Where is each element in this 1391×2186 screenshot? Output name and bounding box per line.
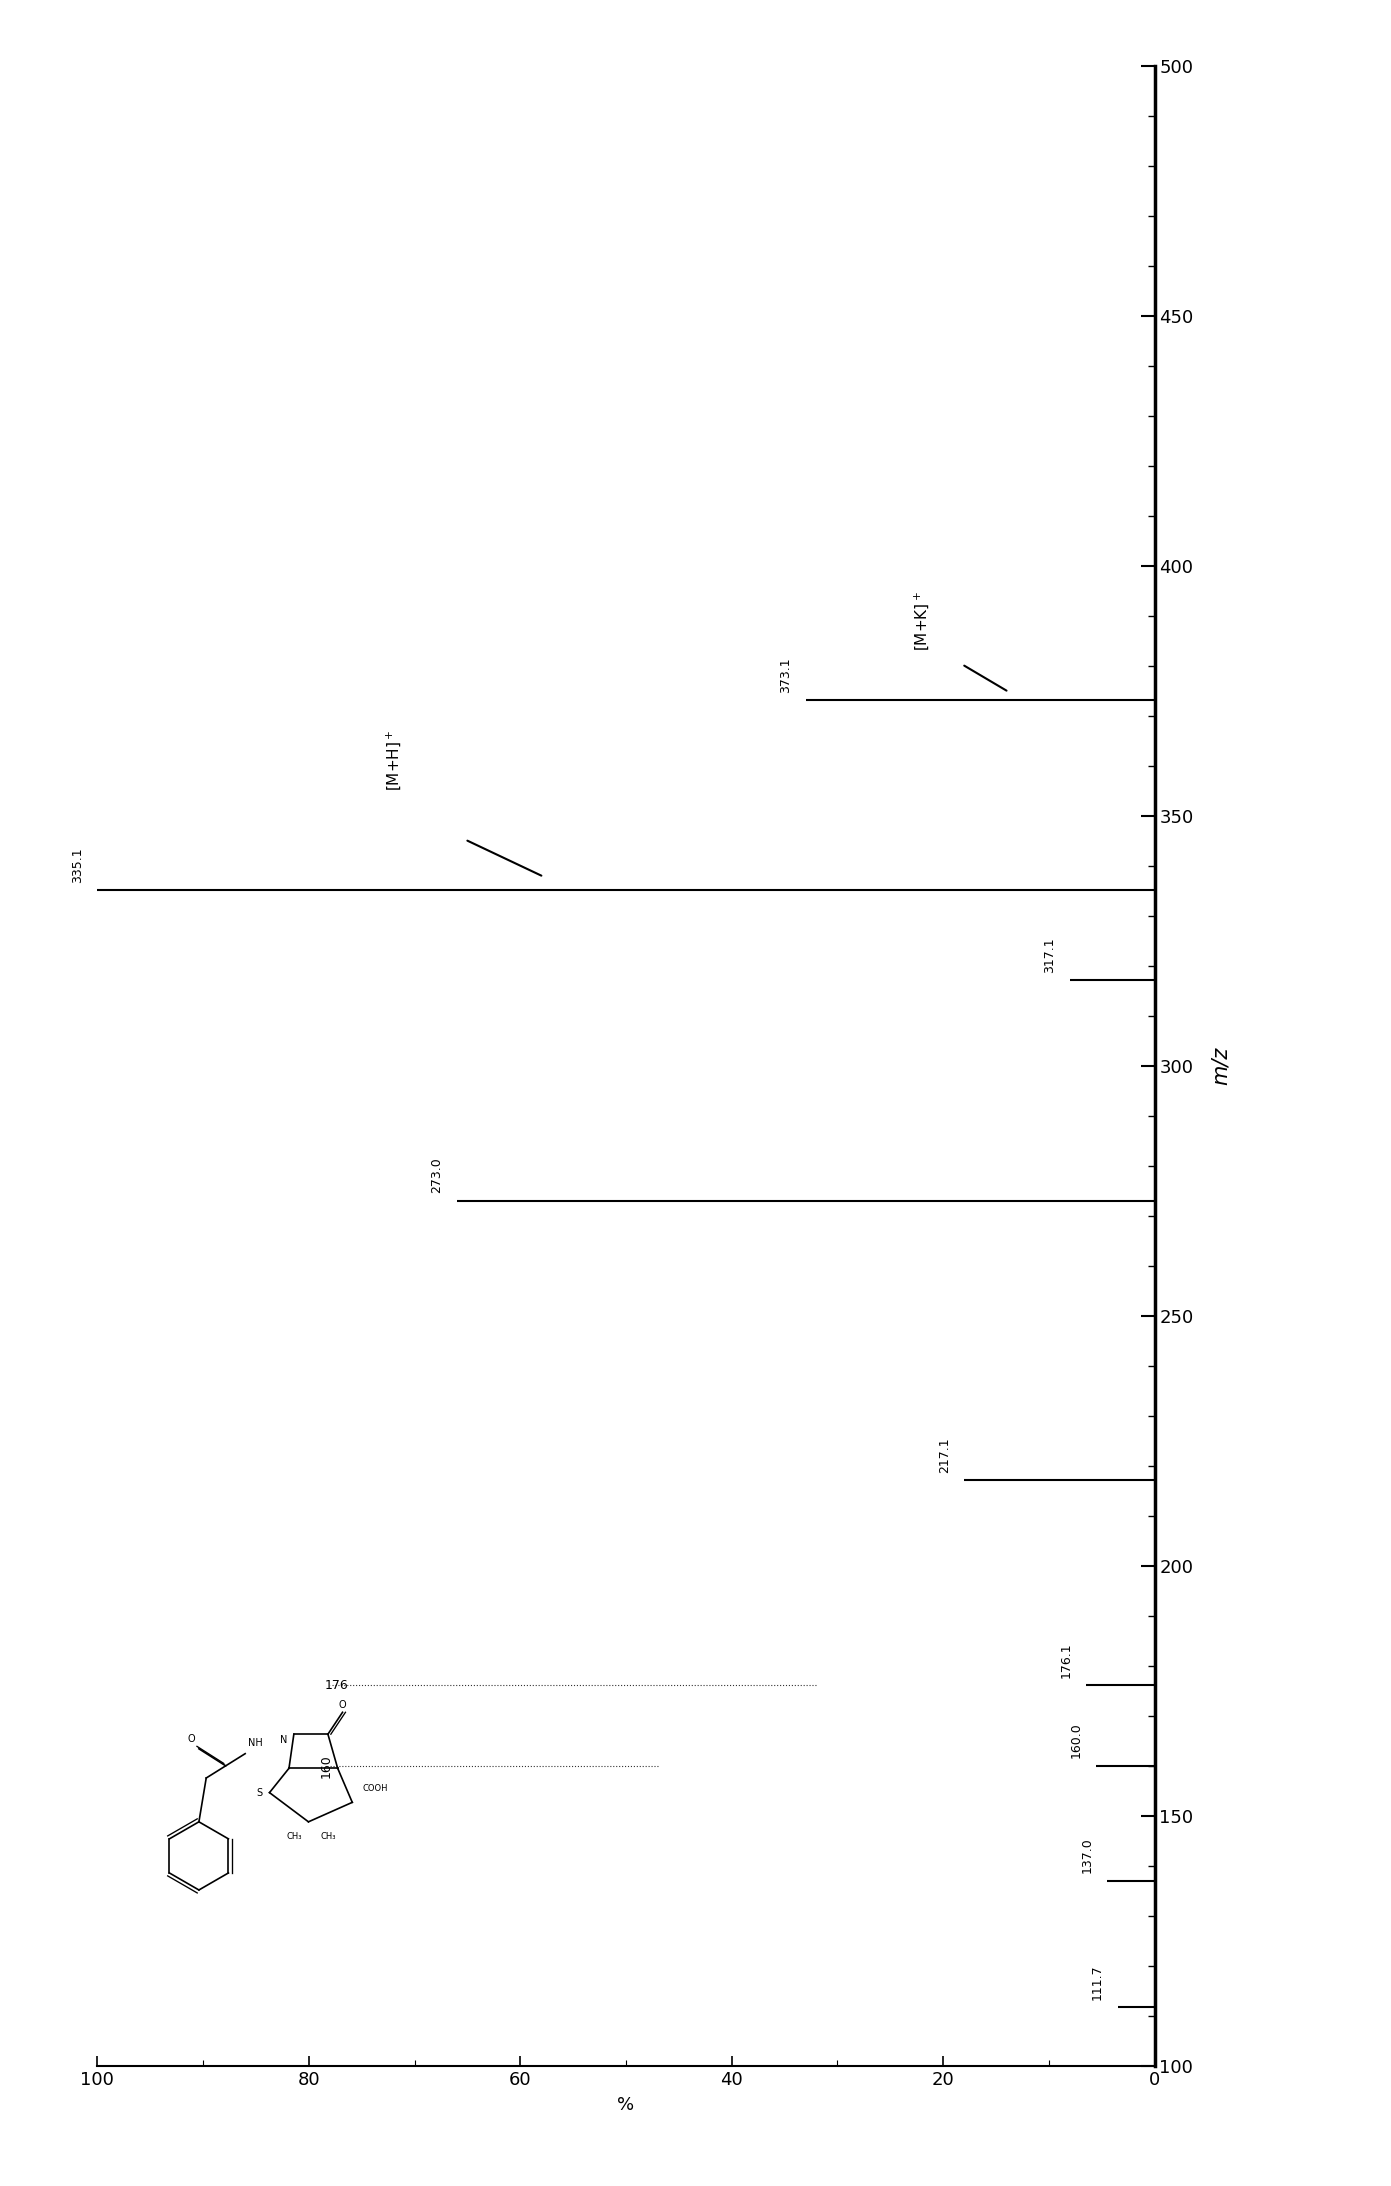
Text: 273.0: 273.0 [430, 1156, 444, 1194]
X-axis label: %: % [618, 2096, 634, 2114]
Text: S: S [256, 1788, 263, 1797]
Text: O: O [339, 1701, 346, 1709]
Text: COOH: COOH [362, 1784, 388, 1793]
Text: NH: NH [248, 1738, 263, 1749]
Text: O: O [188, 1733, 195, 1744]
Text: [M+H]$^+$: [M+H]$^+$ [384, 730, 403, 791]
Text: 160: 160 [320, 1753, 332, 1777]
Text: 373.1: 373.1 [779, 658, 793, 693]
Text: CH₃: CH₃ [287, 1832, 302, 1841]
Text: N: N [281, 1736, 288, 1744]
Text: 217.1: 217.1 [938, 1436, 951, 1473]
Text: 317.1: 317.1 [1043, 938, 1057, 973]
Text: 160.0: 160.0 [1070, 1723, 1084, 1758]
Text: 137.0: 137.0 [1081, 1838, 1093, 1873]
Text: 176: 176 [324, 1679, 348, 1692]
Text: CH₃: CH₃ [320, 1832, 335, 1841]
Y-axis label: m/z: m/z [1210, 1047, 1230, 1084]
Text: 111.7: 111.7 [1091, 1965, 1104, 2000]
Text: 335.1: 335.1 [71, 846, 83, 883]
Text: 176.1: 176.1 [1060, 1642, 1072, 1677]
Text: [M+K]$^+$: [M+K]$^+$ [912, 590, 932, 651]
